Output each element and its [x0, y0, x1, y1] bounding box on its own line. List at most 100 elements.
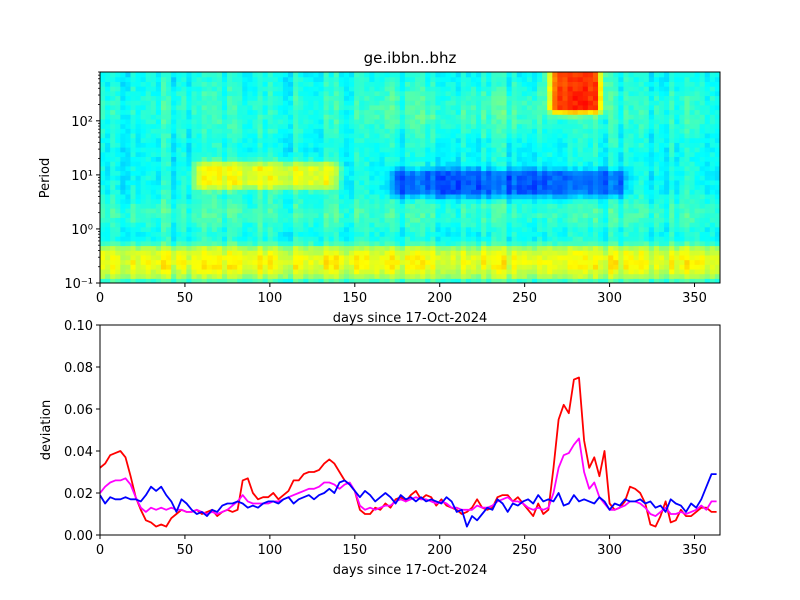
heatmap-cell [237, 245, 243, 251]
heatmap-cell [659, 170, 665, 176]
heatmap-cell [460, 86, 467, 92]
heatmap-cell [130, 81, 137, 87]
heatmap-cell [608, 212, 614, 218]
heatmap-cell [206, 123, 213, 129]
heatmap-cell [379, 161, 386, 167]
heatmap-cell [288, 278, 294, 283]
heatmap-cell [460, 76, 467, 82]
heatmap-cell [628, 109, 635, 115]
heatmap-cell [389, 222, 396, 228]
heatmap-cell [455, 259, 462, 265]
heatmap-cell [120, 250, 127, 256]
heatmap-cell [587, 147, 594, 153]
heatmap-cell [282, 193, 289, 200]
heatmap-cell [430, 72, 437, 78]
heatmap-cell [135, 76, 142, 82]
heatmap-cell [191, 179, 198, 186]
heatmap-cell [450, 142, 457, 148]
heatmap-cell [369, 278, 376, 283]
heatmap-cell [470, 76, 477, 82]
heatmap-cell [354, 90, 360, 97]
heatmap-cell [481, 137, 487, 143]
heatmap-cell [323, 76, 330, 82]
heatmap-cell [171, 189, 177, 195]
heatmap-cell [399, 189, 406, 195]
heatmap-cell [323, 86, 330, 92]
heatmap-cell [288, 226, 294, 233]
heatmap-cell [191, 109, 198, 115]
heatmap-cell [486, 161, 492, 167]
heatmap-cell [511, 128, 518, 134]
heatmap-cell [592, 250, 599, 256]
heatmap-cell [221, 147, 228, 153]
heatmap-cell [308, 231, 315, 237]
heatmap-cell [166, 278, 172, 283]
heatmap-cell [277, 217, 284, 223]
heatmap-cell [140, 165, 147, 172]
heatmap-cell [445, 132, 452, 139]
heatmap-cell [410, 100, 416, 106]
heatmap-cell [603, 114, 609, 120]
heatmap-cell [160, 86, 167, 92]
heatmap-cell [389, 100, 396, 106]
heatmap-cell [465, 156, 472, 162]
heatmap-cell [216, 161, 223, 167]
heatmap-cell [603, 179, 609, 186]
heatmap-cell [211, 104, 218, 111]
heatmap-cell [450, 254, 457, 261]
heatmap-cell [379, 198, 386, 204]
heatmap-cell [267, 165, 274, 172]
heatmap-cell [394, 226, 401, 233]
heatmap-cell [257, 175, 264, 181]
heatmap-cell [389, 212, 396, 218]
heatmap-cell [445, 212, 452, 218]
heatmap-cell [659, 250, 665, 256]
heatmap-cell [552, 203, 558, 209]
heatmap-cell [511, 95, 518, 101]
heatmap-cell [638, 278, 645, 283]
heatmap-cell [613, 184, 619, 190]
heatmap-cell [120, 161, 127, 167]
heatmap-cell [659, 231, 665, 237]
heatmap-cell [506, 231, 513, 237]
heatmap-cell [140, 231, 147, 237]
heatmap-cell [338, 222, 345, 228]
heatmap-cell [389, 86, 396, 92]
heatmap-cell [542, 90, 548, 97]
heatmap-cell [216, 118, 223, 125]
heatmap-cell [105, 170, 111, 176]
heatmap-cell [648, 193, 655, 200]
heatmap-cell [140, 109, 147, 115]
heatmap-cell [415, 100, 421, 106]
heatmap-cell [140, 100, 147, 106]
heatmap-cell [460, 268, 467, 275]
heatmap-cell [430, 118, 437, 125]
heatmap-cell [323, 222, 330, 228]
heatmap-cell [130, 170, 137, 176]
heatmap-cell [288, 175, 294, 181]
heatmap-cell [277, 212, 284, 218]
heatmap-cell [501, 118, 508, 125]
heatmap-cell [430, 114, 437, 120]
heatmap-cell [166, 207, 172, 214]
heatmap-cell [145, 104, 152, 111]
heatmap-cell [242, 137, 248, 143]
heatmap-cell [562, 95, 569, 101]
heatmap-cell [648, 240, 655, 247]
heatmap-cell [257, 151, 264, 157]
heatmap-cell [450, 170, 457, 176]
heatmap-cell [394, 156, 401, 162]
heatmap-cell [140, 86, 147, 92]
heatmap-cell [582, 151, 589, 157]
heatmap-cell [516, 226, 523, 233]
heatmap-cell [542, 226, 548, 233]
heatmap-cell [643, 203, 650, 209]
heatmap-cell [181, 193, 187, 200]
heatmap-cell [598, 137, 604, 143]
heatmap-cell [598, 278, 604, 283]
heatmap-cell [501, 203, 508, 209]
heatmap-cell [120, 236, 127, 242]
heatmap-cell [501, 86, 508, 92]
heatmap-cell [481, 161, 487, 167]
heatmap-cell [511, 156, 518, 162]
